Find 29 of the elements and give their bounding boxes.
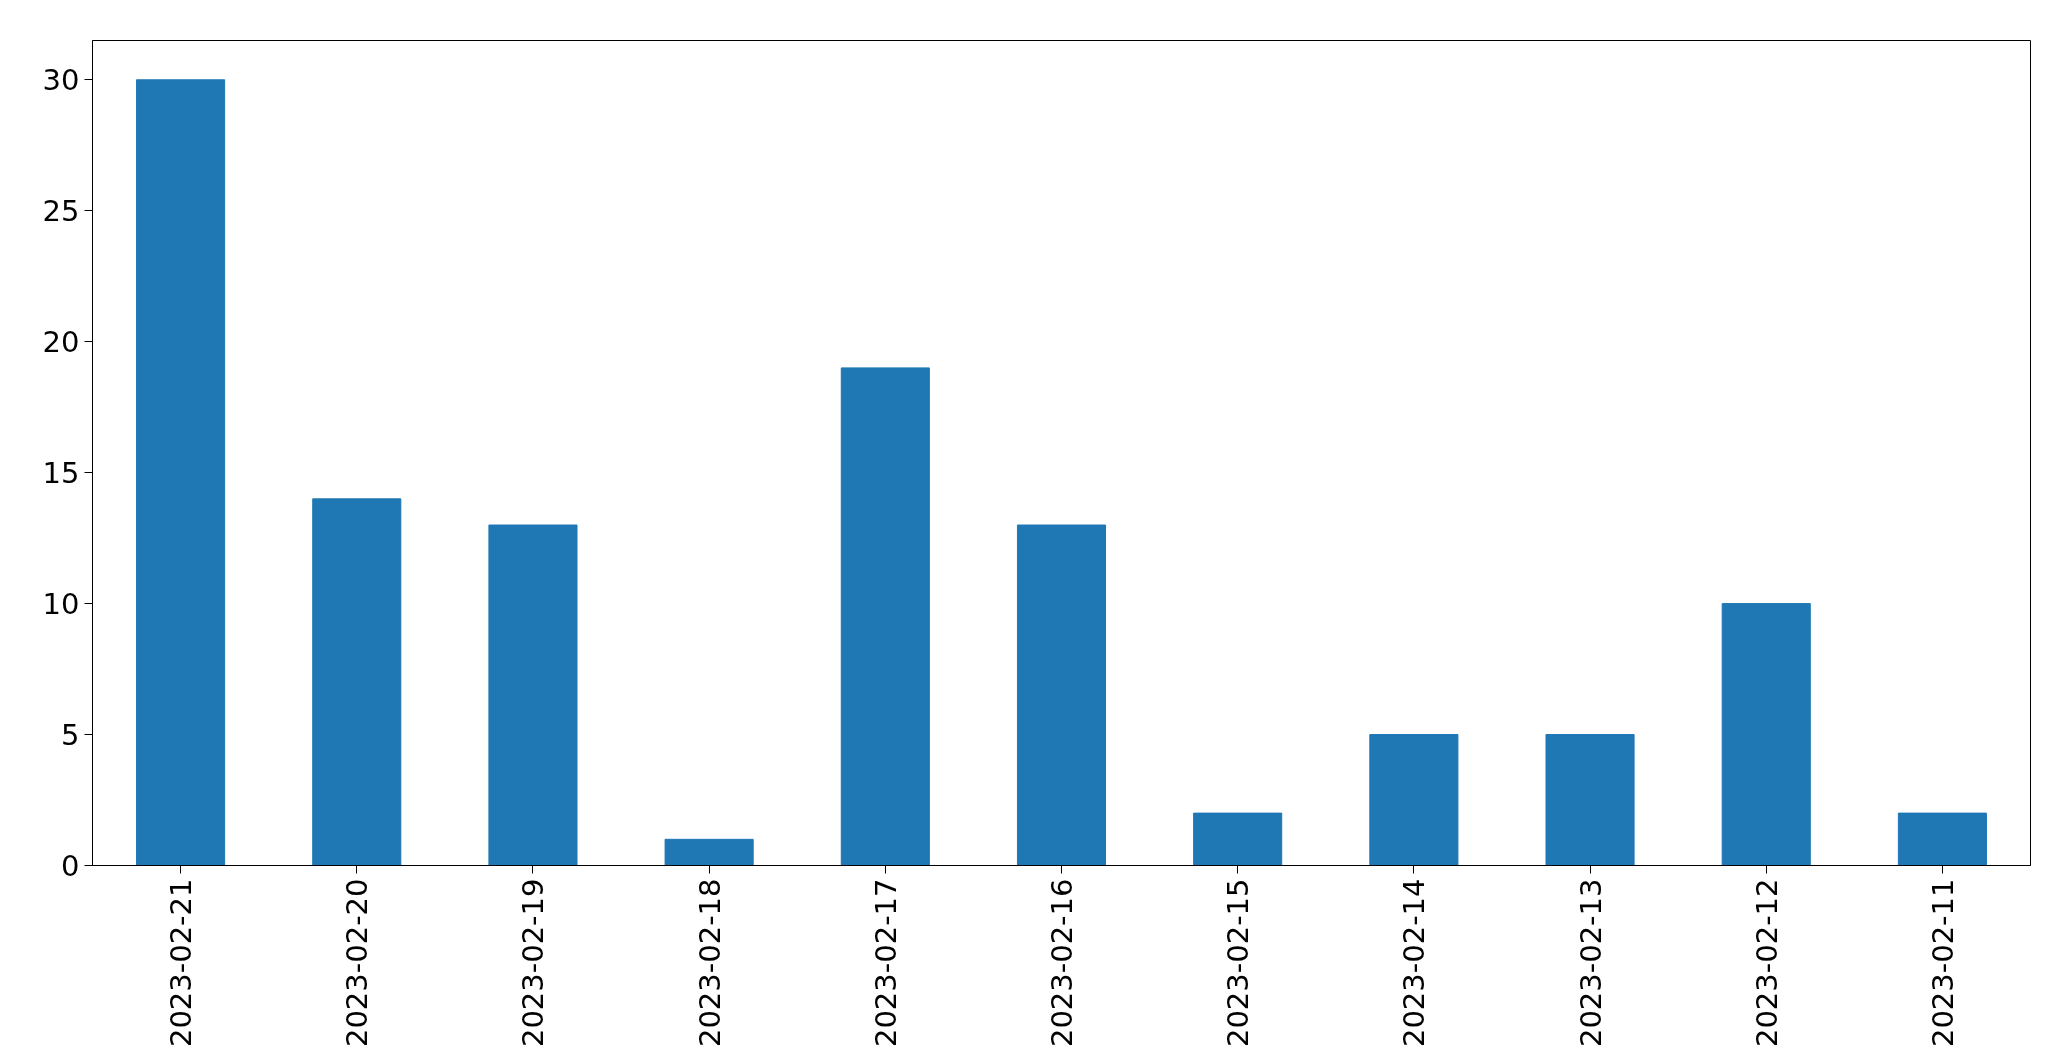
x-tick-label: 2023-02-17	[868, 878, 903, 1048]
bar	[488, 524, 578, 866]
x-tick-label: 2023-02-16	[1045, 878, 1079, 1048]
y-tick-label: 30	[42, 63, 80, 98]
x-tick-label: 2023-02-14	[1397, 878, 1432, 1048]
bar	[664, 838, 754, 866]
x-tick-label: 2023-02-18	[692, 878, 727, 1048]
y-tick-label: 10	[42, 587, 80, 622]
bar	[1897, 812, 1987, 866]
x-tick-label: 2023-02-13	[1573, 878, 1608, 1048]
bar	[136, 79, 226, 866]
x-tick-label: 2023-02-12	[1749, 878, 1784, 1048]
y-tick-label: 0	[61, 849, 80, 883]
x-tick-label: 2023-02-11	[1925, 878, 1960, 1048]
bar	[1369, 734, 1459, 866]
y-tick-label: 20	[42, 325, 80, 360]
x-tick-label: 2023-02-15	[1221, 878, 1256, 1048]
y-tick-label: 5	[61, 718, 80, 753]
bar	[312, 498, 402, 866]
y-tick-label: 25	[42, 194, 80, 229]
x-tick-label: 2023-02-19	[516, 878, 551, 1048]
x-tick-label: 2023-02-21	[164, 878, 199, 1048]
x-tick-label: 2023-02-20	[340, 878, 375, 1048]
bar	[1545, 734, 1635, 866]
bar	[1721, 603, 1811, 866]
bar	[840, 367, 930, 866]
bar	[1193, 812, 1283, 866]
bar	[1016, 524, 1107, 866]
y-tick-label: 15	[42, 456, 80, 491]
